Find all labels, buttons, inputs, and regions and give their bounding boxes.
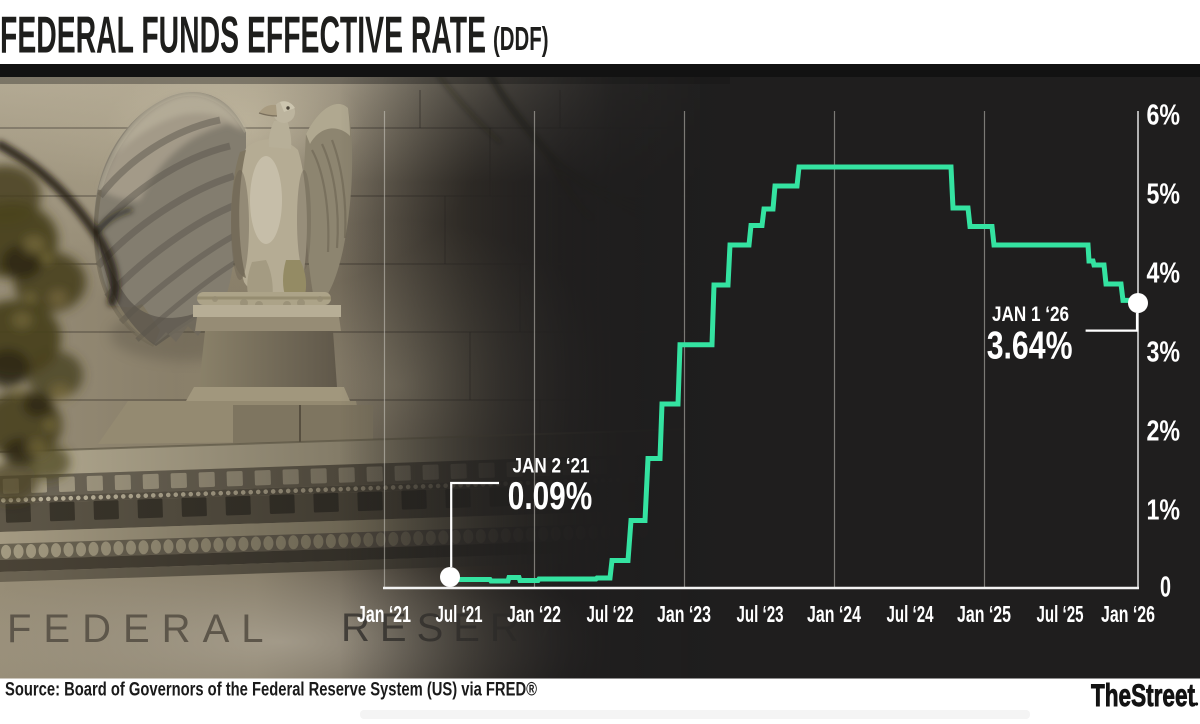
svg-text:FEDERAL FUNDS EFFECTIVE RATE: FEDERAL FUNDS EFFECTIVE RATE: [0, 6, 486, 64]
svg-text:1%: 1%: [1147, 495, 1181, 527]
svg-text:Jan ‘23: Jan ‘23: [657, 601, 711, 627]
svg-text:6%: 6%: [1147, 100, 1181, 132]
svg-text:Jul ‘23: Jul ‘23: [737, 601, 784, 627]
svg-text:Source: Board of Governors of: Source: Board of Governors of the Federa…: [5, 680, 537, 701]
svg-text:Jul ‘21: Jul ‘21: [436, 601, 483, 627]
svg-text:3.64%: 3.64%: [987, 324, 1073, 367]
svg-text:3%: 3%: [1147, 337, 1181, 369]
svg-text:Jul ‘25: Jul ‘25: [1037, 601, 1084, 627]
svg-text:JAN 1 ‘26: JAN 1 ‘26: [992, 302, 1069, 326]
svg-text:Jul ‘22: Jul ‘22: [587, 601, 634, 627]
svg-text:2%: 2%: [1147, 416, 1181, 448]
svg-text:(DDF): (DDF): [493, 20, 549, 57]
svg-text:JAN 2 ‘21: JAN 2 ‘21: [513, 453, 590, 477]
svg-text:Jan ‘22: Jan ‘22: [507, 601, 561, 627]
svg-text:Jan ‘21: Jan ‘21: [357, 601, 411, 627]
svg-text:Jul ‘24: Jul ‘24: [887, 601, 934, 627]
svg-text:0.09%: 0.09%: [508, 475, 593, 518]
svg-text:5%: 5%: [1147, 179, 1181, 211]
svg-text:TheStreet: TheStreet: [1091, 677, 1195, 713]
svg-text:Jan ‘24: Jan ‘24: [807, 601, 861, 627]
svg-text:Jan ‘25: Jan ‘25: [957, 601, 1011, 627]
svg-text:4%: 4%: [1147, 258, 1181, 290]
svg-text:0: 0: [1160, 572, 1171, 604]
svg-text:Jan ‘26: Jan ‘26: [1101, 601, 1155, 627]
svg-text:FEDERAL: FEDERAL: [7, 607, 276, 651]
